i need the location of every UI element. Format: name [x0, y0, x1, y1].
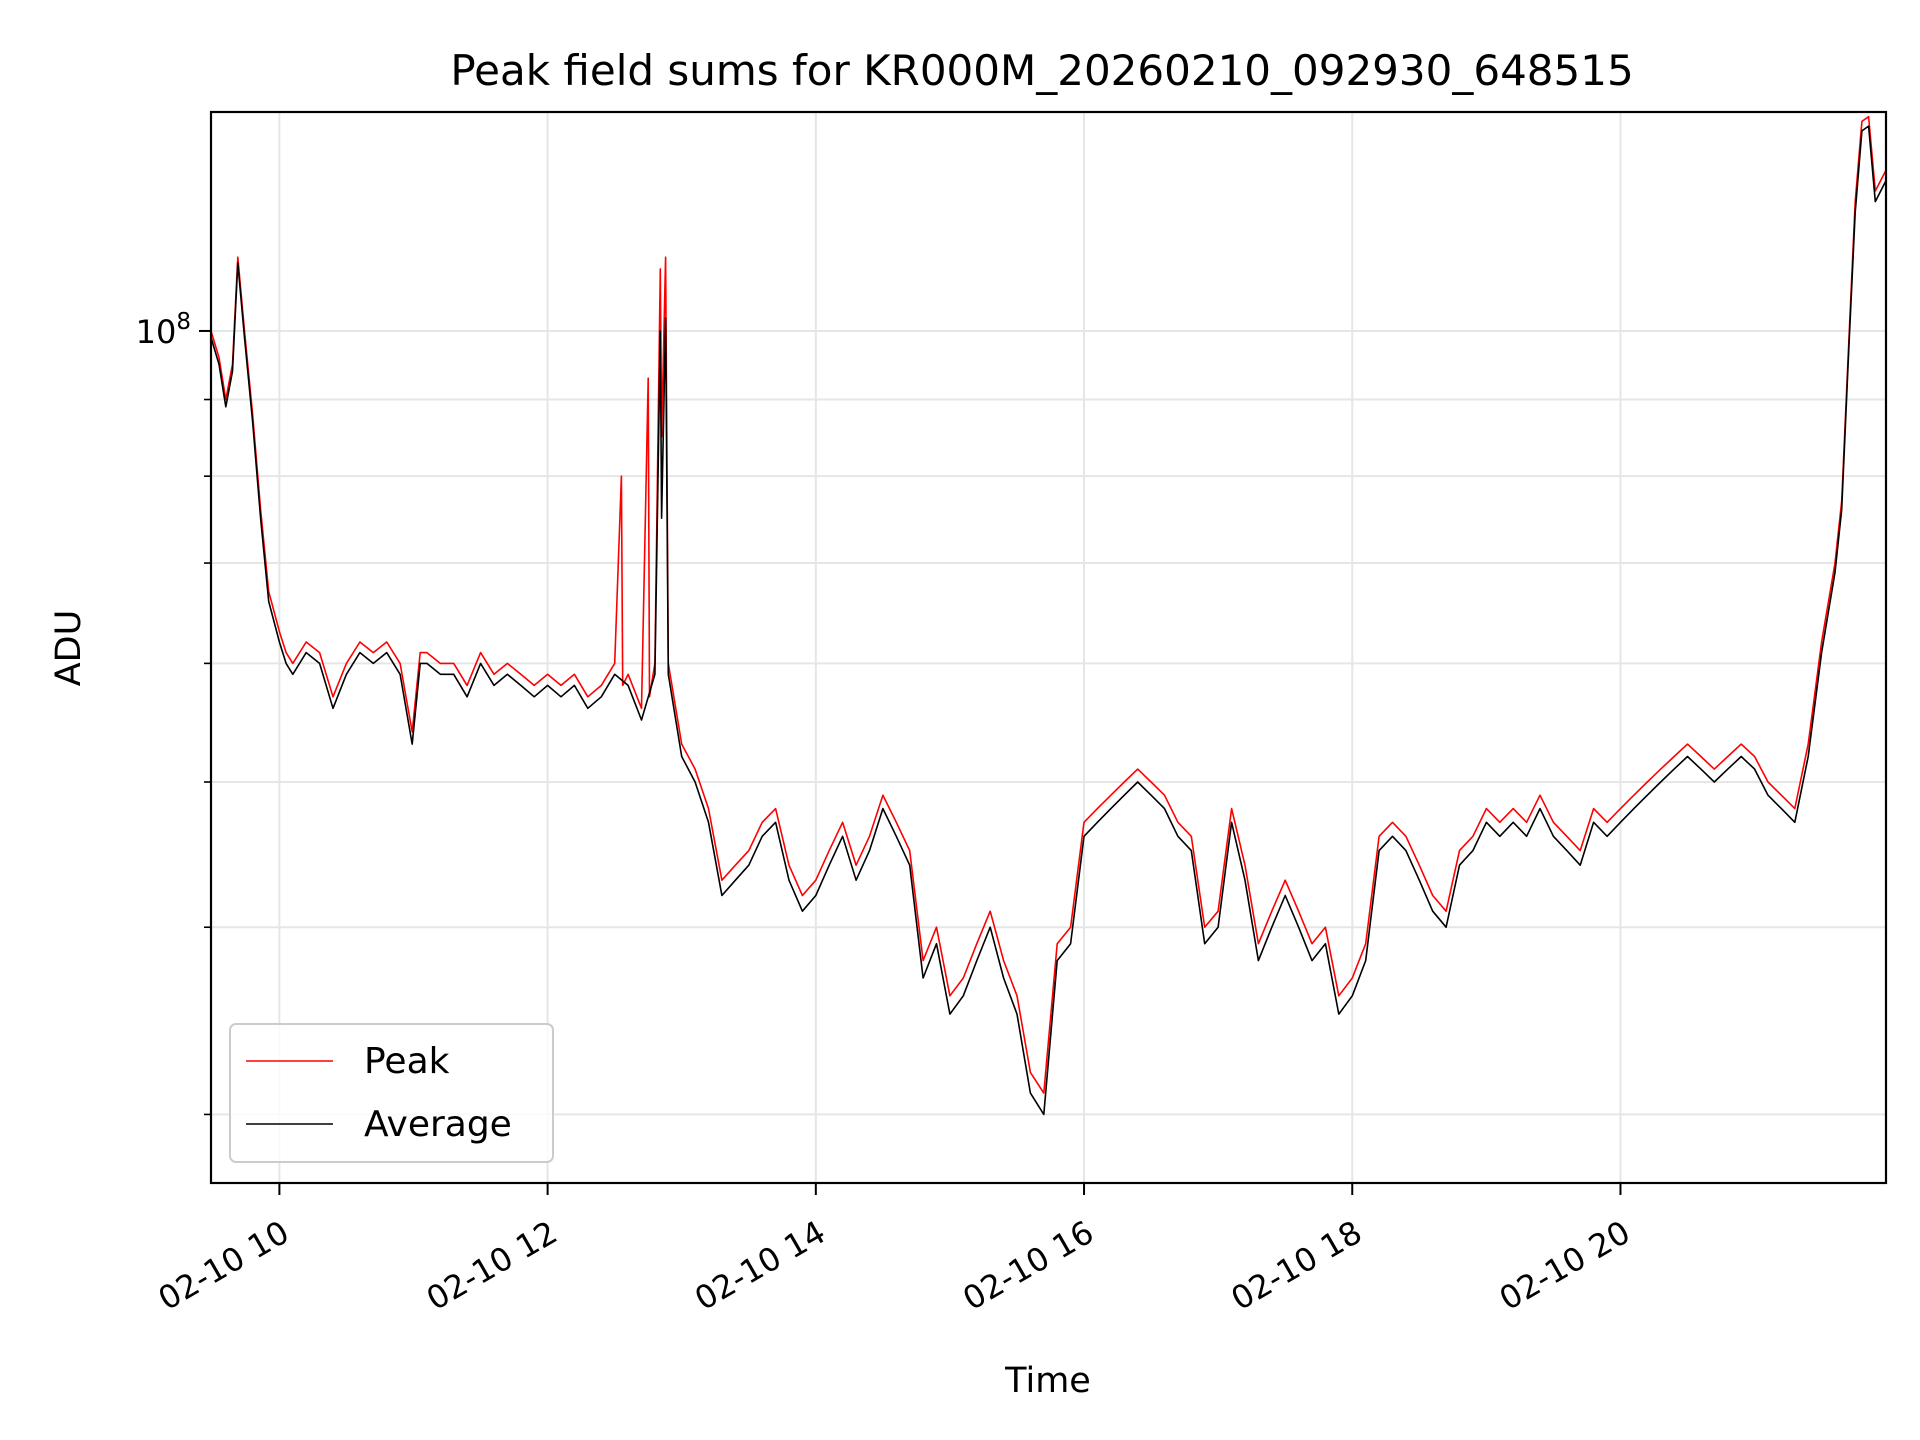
y-tick-base: 10 — [136, 313, 177, 351]
legend: Peak Average — [229, 1023, 554, 1163]
series-layer — [210, 115, 1887, 1116]
chart-title: Peak field sums for KR000M_20260210_0929… — [450, 46, 1633, 95]
x-tick-label: 02-10 18 — [1225, 1213, 1369, 1318]
x-tick-label: 02-10 14 — [688, 1213, 832, 1318]
x-tick-label: 02-10 16 — [956, 1213, 1100, 1318]
x-tick-label: 02-10 10 — [152, 1213, 296, 1318]
y-tick-exponent: 8 — [176, 309, 191, 335]
series-line-peak — [210, 115, 1887, 1094]
legend-average-label: Average — [364, 1104, 512, 1145]
x-axis: 02-10 10 02-10 12 02-10 14 02-10 16 02-10 18… — [152, 1183, 1637, 1318]
series-line-average — [210, 125, 1887, 1116]
y-tick-label: 108 — [136, 309, 191, 351]
grid — [211, 112, 1886, 1183]
legend-peak-label: Peak — [364, 1041, 450, 1082]
x-tick-label: 02-10 12 — [420, 1213, 564, 1318]
x-axis-label: Time — [1004, 1361, 1091, 1401]
legend-box — [229, 1023, 554, 1163]
y-axis: 108 — [136, 309, 211, 1116]
x-tick-label: 02-10 20 — [1493, 1213, 1637, 1318]
plot-frame — [209, 110, 1888, 1185]
y-axis-label: ADU — [49, 610, 89, 687]
